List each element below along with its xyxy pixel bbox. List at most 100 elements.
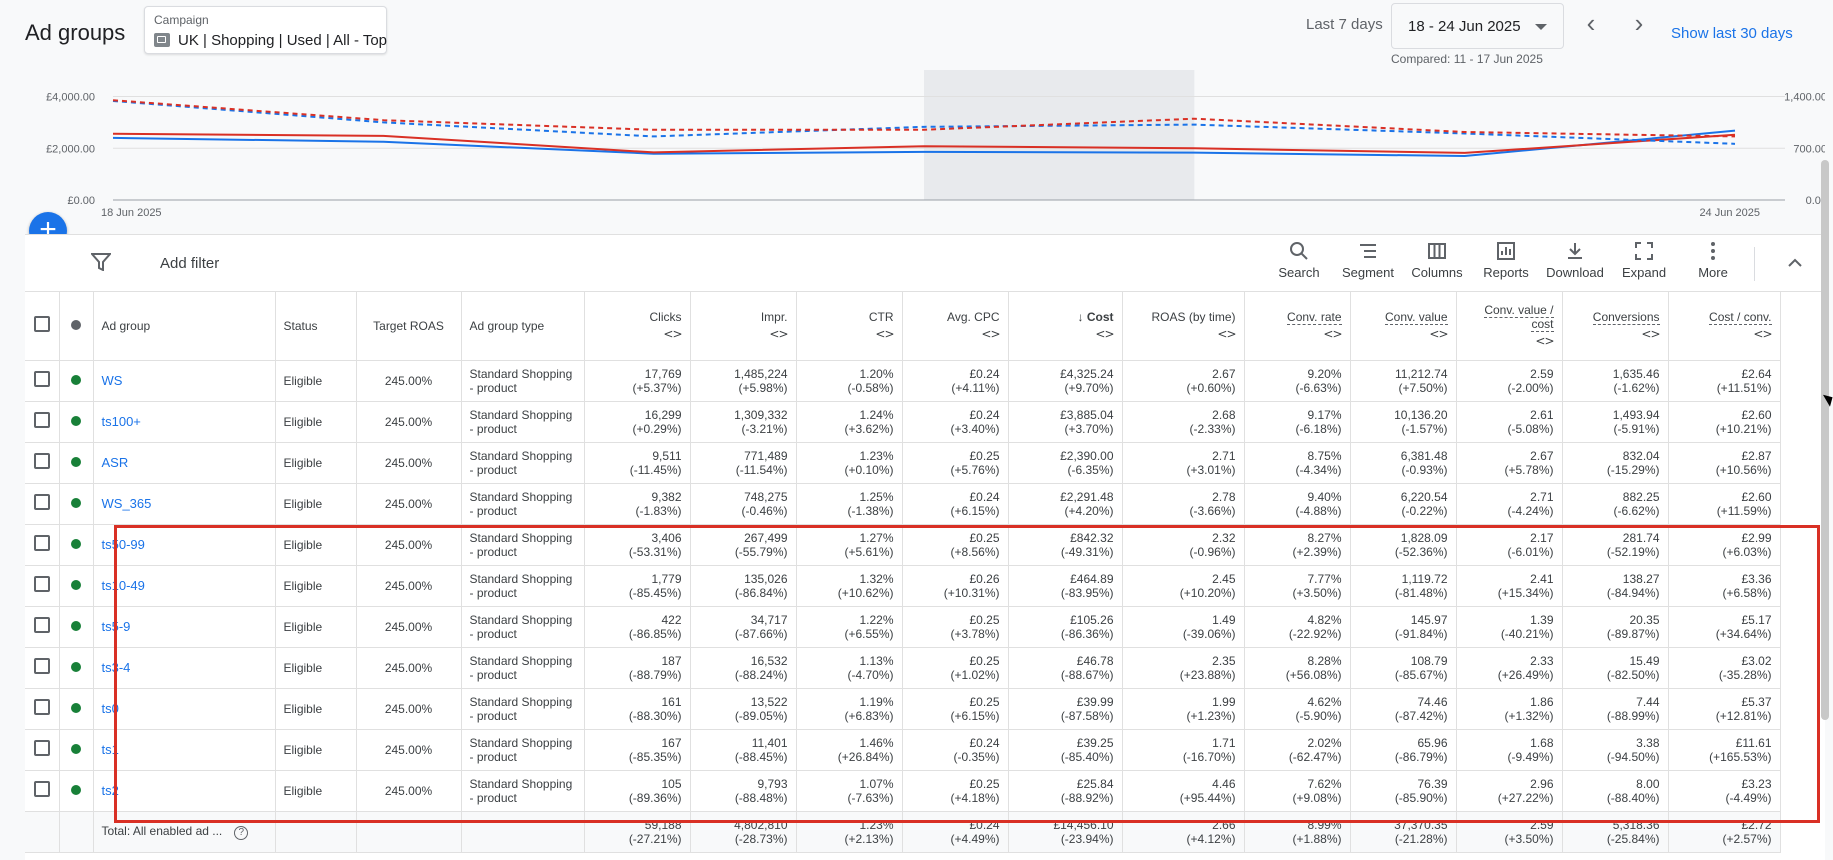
col-roas[interactable]: ROAS (by time) <> bbox=[1122, 292, 1245, 361]
col-conv-value-cost[interactable]: Conv. value / cost <> bbox=[1456, 292, 1563, 361]
table-row[interactable]: ts3-4 Eligible 245.00% Standard Shopping - p… bbox=[25, 647, 1781, 689]
table-row[interactable]: WS_365 Eligible 245.00% Standard Shopping - … bbox=[25, 483, 1781, 525]
arrow-down-icon: ↓ bbox=[1077, 310, 1084, 325]
col-status[interactable]: Status bbox=[275, 292, 357, 361]
row-checkbox[interactable] bbox=[25, 524, 60, 566]
ad-group-link[interactable]: ts5-9 bbox=[93, 606, 276, 648]
target-roas-cell[interactable]: 245.00% bbox=[356, 606, 462, 648]
chart-x-label-start: 18 Jun 2025 bbox=[101, 207, 162, 219]
total-empty bbox=[356, 811, 462, 853]
expand-button[interactable]: Expand bbox=[1611, 241, 1677, 287]
add-filter-button[interactable]: Add filter bbox=[160, 255, 220, 272]
more-button[interactable]: More bbox=[1680, 241, 1746, 287]
col-ctr[interactable]: CTR <> bbox=[796, 292, 903, 361]
metric-cell-cpc: £0.26 (+10.31%) bbox=[902, 565, 1009, 607]
chevron-left-icon[interactable]: ‹ bbox=[1586, 8, 1596, 38]
show-last-30-days-link[interactable]: Show last 30 days bbox=[1671, 25, 1793, 42]
row-checkbox[interactable] bbox=[25, 770, 60, 812]
target-roas-cell[interactable]: 245.00% bbox=[356, 524, 462, 566]
col-cost-conv[interactable]: Cost / conv. <> bbox=[1668, 292, 1781, 361]
col-ad-group[interactable]: Ad group bbox=[93, 292, 276, 361]
metric-cell-cvc: 2.96 (+27.22%) bbox=[1456, 770, 1563, 812]
total-cell-impr: 4,802,810 (-28.73%) bbox=[690, 811, 797, 853]
row-checkbox[interactable] bbox=[25, 606, 60, 648]
search-button[interactable]: Search bbox=[1266, 241, 1332, 287]
target-roas-cell[interactable]: 245.00% bbox=[356, 483, 462, 525]
table-row[interactable]: ts1 Eligible 245.00% Standard Shopping - pro… bbox=[25, 729, 1781, 771]
chart-series-line-3 bbox=[112, 99, 1736, 138]
status-cell: Eligible bbox=[275, 729, 357, 771]
ad-group-link[interactable]: ts10-49 bbox=[93, 565, 276, 607]
metric-cell-cvc: 2.61 (-5.08%) bbox=[1456, 401, 1563, 443]
row-checkbox[interactable] bbox=[25, 360, 60, 402]
total-cell-conv: 5,318.36 (-25.84%) bbox=[1562, 811, 1669, 853]
table-row[interactable]: ts0 Eligible 245.00% Standard Shopping - pro… bbox=[25, 688, 1781, 730]
row-checkbox[interactable] bbox=[25, 565, 60, 607]
select-all-checkbox[interactable] bbox=[25, 292, 60, 361]
target-roas-cell[interactable]: 245.00% bbox=[356, 442, 462, 484]
col-cost[interactable]: ↓ Cost <> bbox=[1008, 292, 1123, 361]
row-checkbox[interactable] bbox=[25, 401, 60, 443]
target-roas-cell[interactable]: 245.00% bbox=[356, 401, 462, 443]
table-row[interactable]: ts100+ Eligible 245.00% Standard Shopping - … bbox=[25, 401, 1781, 443]
metric-cell-roas: 1.49 (-39.06%) bbox=[1122, 606, 1245, 648]
metric-cell-cpa: £11.61 (+165.53%) bbox=[1668, 729, 1781, 771]
scrollbar[interactable] bbox=[1821, 160, 1829, 720]
col-conversions[interactable]: Conversions <> bbox=[1562, 292, 1669, 361]
reports-button[interactable]: Reports bbox=[1473, 241, 1539, 287]
total-cell-cvc: 2.59 (+3.50%) bbox=[1456, 811, 1563, 853]
ad-group-link[interactable]: ASR bbox=[93, 442, 276, 484]
target-roas-cell[interactable]: 245.00% bbox=[356, 565, 462, 607]
ad-group-link[interactable]: ts1 bbox=[93, 729, 276, 771]
date-range-select[interactable]: 18 - 24 Jun 2025 bbox=[1391, 3, 1564, 49]
table-row[interactable]: WS Eligible 245.00% Standard Shopping - prod… bbox=[25, 360, 1781, 402]
col-impr[interactable]: Impr. <> bbox=[690, 292, 797, 361]
metric-cell-ctr: 1.20% (-0.58%) bbox=[796, 360, 903, 402]
row-checkbox[interactable] bbox=[25, 688, 60, 730]
chevron-right-icon[interactable]: › bbox=[1634, 8, 1644, 38]
help-icon[interactable]: ? bbox=[234, 825, 249, 840]
columns-button[interactable]: Columns bbox=[1404, 241, 1470, 287]
ad-group-link[interactable]: ts100+ bbox=[93, 401, 276, 443]
ad-group-link[interactable]: ts2 bbox=[93, 770, 276, 812]
col-ad-group-type[interactable]: Ad group type bbox=[461, 292, 585, 361]
metric-cell-cv: 6,220.54 (-0.22%) bbox=[1350, 483, 1457, 525]
row-checkbox[interactable] bbox=[25, 729, 60, 771]
table-row[interactable]: ts50-99 Eligible 245.00% Standard Shopping -… bbox=[25, 524, 1781, 566]
row-checkbox[interactable] bbox=[25, 442, 60, 484]
target-roas-cell[interactable]: 245.00% bbox=[356, 770, 462, 812]
filter-icon[interactable] bbox=[89, 253, 113, 276]
col-avg-cpc[interactable]: Avg. CPC <> bbox=[902, 292, 1009, 361]
col-conv-rate[interactable]: Conv. rate <> bbox=[1244, 292, 1351, 361]
download-button[interactable]: Download bbox=[1542, 241, 1608, 287]
col-target-roas[interactable]: Target ROAS bbox=[356, 292, 462, 361]
metric-cell-conv: 1,493.94 (-5.91%) bbox=[1562, 401, 1669, 443]
target-roas-cell[interactable]: 245.00% bbox=[356, 647, 462, 689]
sort-icon: <> bbox=[1641, 327, 1660, 342]
target-roas-cell[interactable]: 245.00% bbox=[356, 729, 462, 771]
table-row[interactable]: ts2 Eligible 245.00% Standard Shopping - pro… bbox=[25, 770, 1781, 812]
sort-icon: <> bbox=[1429, 327, 1448, 342]
status-cell: Eligible bbox=[275, 647, 357, 689]
ad-group-link[interactable]: WS_365 bbox=[93, 483, 276, 525]
metric-cell-cvc: 2.17 (-6.01%) bbox=[1456, 524, 1563, 566]
col-clicks[interactable]: Clicks <> bbox=[584, 292, 691, 361]
target-roas-cell[interactable]: 245.00% bbox=[356, 360, 462, 402]
col-conv-value[interactable]: Conv. value <> bbox=[1350, 292, 1457, 361]
ad-group-link[interactable]: ts0 bbox=[93, 688, 276, 730]
campaign-selector[interactable]: Campaign UK | Shopping | Used | All - To… bbox=[144, 6, 387, 54]
ad-group-link[interactable]: ts50-99 bbox=[93, 524, 276, 566]
table-row[interactable]: ASR Eligible 245.00% Standard Shopping - pro… bbox=[25, 442, 1781, 484]
target-roas-cell[interactable]: 245.00% bbox=[356, 688, 462, 730]
table-row[interactable]: ts5-9 Eligible 245.00% Standard Shopping - p… bbox=[25, 606, 1781, 648]
segment-button[interactable]: Segment bbox=[1335, 241, 1401, 287]
row-checkbox[interactable] bbox=[25, 647, 60, 689]
metric-cell-roas: 2.78 (-3.66%) bbox=[1122, 483, 1245, 525]
table-row[interactable]: ts10-49 Eligible 245.00% Standard Shopping -… bbox=[25, 565, 1781, 607]
more-vert-icon bbox=[1711, 242, 1715, 260]
ad-group-link[interactable]: ts3-4 bbox=[93, 647, 276, 689]
ad-group-link[interactable]: WS bbox=[93, 360, 276, 402]
chevron-up-icon[interactable] bbox=[1781, 249, 1809, 277]
metric-cell-clicks: 9,382 (-1.83%) bbox=[584, 483, 691, 525]
row-checkbox[interactable] bbox=[25, 483, 60, 525]
